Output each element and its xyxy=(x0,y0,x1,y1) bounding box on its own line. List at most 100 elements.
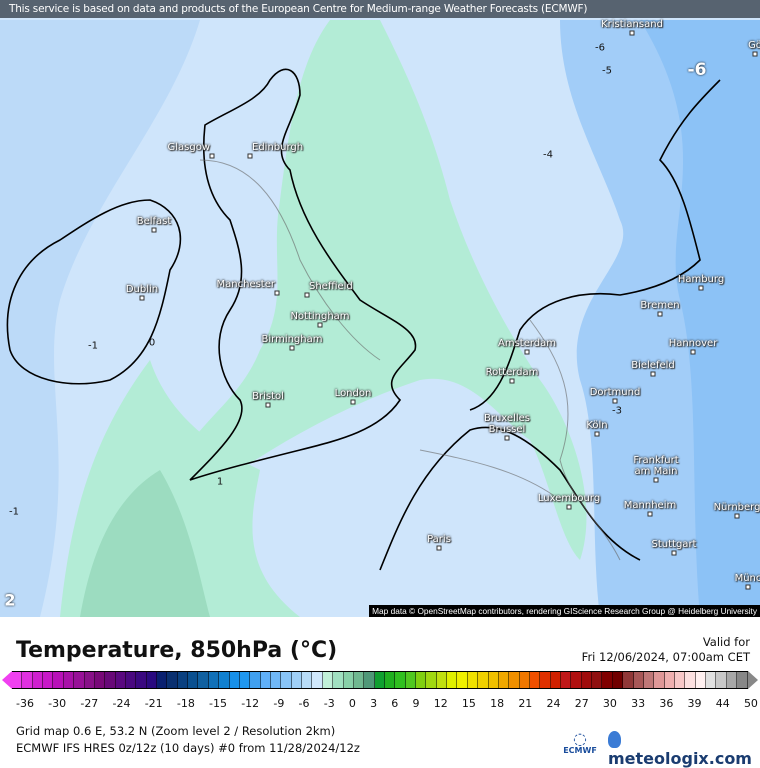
colorbar-cell xyxy=(654,672,665,688)
city-label: Manchester xyxy=(216,279,275,290)
weather-map[interactable]: Kristiansand Gö Glasgow Edinburgh Belfast Dub… xyxy=(0,0,760,617)
map-attribution: Map data © OpenStreetMap contributors, r… xyxy=(369,605,760,617)
colorbar-cell xyxy=(405,672,417,688)
colorbar-cell xyxy=(447,672,458,688)
colorbar-cell xyxy=(737,672,748,688)
colorbar-cell xyxy=(623,672,634,688)
contour-label: -5 xyxy=(602,65,612,77)
city-label: Rotterdam xyxy=(485,367,539,378)
colorbar-cell xyxy=(592,672,603,688)
colorbar-tick-label: 39 xyxy=(687,697,702,710)
colorbar-cell xyxy=(74,672,85,688)
city-label: Gö xyxy=(748,40,760,51)
colorbar-tick-label: 18 xyxy=(490,697,505,710)
colorbar-tick-label: -3 xyxy=(323,697,335,710)
colorbar-cell xyxy=(177,672,189,688)
contour-label: -4 xyxy=(543,149,553,161)
city-marker xyxy=(671,550,677,556)
city-marker xyxy=(734,513,740,519)
legend-title: Temperature, 850hPa (°C) xyxy=(16,638,338,663)
city-label: Paris xyxy=(427,534,451,545)
city-label: Münc xyxy=(734,573,760,584)
city-label: Hannover xyxy=(668,338,718,349)
colorbar-cell xyxy=(198,672,209,688)
colorbar-right-arrow xyxy=(748,671,758,689)
valid-label: Valid for xyxy=(702,635,750,649)
colorbar-cell xyxy=(281,672,292,688)
contour-label: -3 xyxy=(612,405,622,417)
colorbar-tick-label: 24 xyxy=(546,697,561,710)
city-marker xyxy=(690,349,696,355)
colorbar-cell xyxy=(416,672,427,688)
contour-label: -6 xyxy=(595,42,605,54)
meteologix-logo[interactable]: meteologix.com xyxy=(608,730,760,768)
colorbar-cell xyxy=(208,672,220,688)
colorbar-cell xyxy=(239,672,251,688)
city-marker xyxy=(653,477,659,483)
colorbar-tick-label: 0 xyxy=(348,697,356,710)
colorbar-cell xyxy=(488,672,499,688)
city-label: Sheffield xyxy=(309,281,353,292)
colorbar-tick-label: 30 xyxy=(602,697,617,710)
colorbar-tick-label: 21 xyxy=(518,697,533,710)
colorbar-tick-label: -24 xyxy=(112,697,131,710)
colorbar-cell xyxy=(529,672,541,688)
colorbar-cell xyxy=(157,672,168,688)
contour-label: 0 xyxy=(148,337,156,349)
colorbar-cell xyxy=(43,672,54,688)
ecmwf-notice-banner: This service is based on data and produc… xyxy=(0,0,760,18)
city-marker xyxy=(304,292,310,298)
colorbar-tick-label: -36 xyxy=(16,697,34,710)
colorbar-cell xyxy=(540,672,551,688)
city-label: Luxembourg xyxy=(537,493,601,504)
city-marker xyxy=(247,153,253,159)
colorbar-cell xyxy=(322,672,334,688)
colorbar-tick-label: 12 xyxy=(433,697,448,710)
contour-label: -1 xyxy=(88,340,98,352)
colorbar-cell xyxy=(333,672,344,688)
colorbar-cell xyxy=(302,672,313,688)
city-label: Köln xyxy=(586,420,608,431)
colorbar-cell xyxy=(695,672,707,688)
colorbar-cell xyxy=(478,672,489,688)
city-marker xyxy=(139,295,145,301)
city-label: London xyxy=(334,388,372,399)
colorbar-cell xyxy=(716,672,727,688)
city-label: Mannheim xyxy=(623,500,677,511)
colorbar-cell xyxy=(53,672,64,688)
colorbar-tick-label: 44 xyxy=(715,697,730,710)
city-marker xyxy=(509,378,515,384)
cold-region-west xyxy=(0,20,200,617)
city-marker xyxy=(629,30,635,36)
warm-region-uk xyxy=(180,20,587,560)
colorbar-cell xyxy=(250,672,261,688)
colorbar-cell xyxy=(571,672,582,688)
city-label: Nottingham xyxy=(290,311,350,322)
colorbar-cell xyxy=(726,672,738,688)
city-label: Edinburgh xyxy=(252,142,304,153)
colorbar-cell xyxy=(675,672,686,688)
colorbar-cell xyxy=(395,672,406,688)
colorbar-cell xyxy=(602,672,613,688)
colorbar-tick-label: -30 xyxy=(48,697,67,710)
contour-label: -6 xyxy=(687,60,707,80)
city-marker xyxy=(317,322,323,328)
colorbar-cell xyxy=(167,672,178,688)
colorbar-cell xyxy=(550,672,562,688)
colorbar-cell xyxy=(353,672,365,688)
city-label: Bremen xyxy=(640,300,680,311)
colorbar-left-arrow xyxy=(2,671,12,689)
grid-info: Grid map 0.6 E, 53.2 N (Zoom level 2 / R… xyxy=(16,724,336,738)
city-label: Glasgow xyxy=(167,142,210,153)
city-marker xyxy=(265,402,271,408)
colorbar-tick-label: 6 xyxy=(391,697,399,710)
colorbar-tick-label: 15 xyxy=(461,697,476,710)
colorbar-cell xyxy=(685,672,696,688)
colorbar-ticks: -36 -30 -27 -24 -21 -18 -15 -12 -9 -6 -3 0 3 6 9 12 15 18… xyxy=(16,697,758,710)
colorbar-cell xyxy=(63,672,75,688)
colorbar-cell xyxy=(426,672,437,688)
colorbar-tick-label: -15 xyxy=(209,697,227,710)
colorbar-tick-label: 50 xyxy=(743,697,758,710)
city-label: Amsterdam xyxy=(497,338,557,349)
colorbar-cell xyxy=(94,672,106,688)
